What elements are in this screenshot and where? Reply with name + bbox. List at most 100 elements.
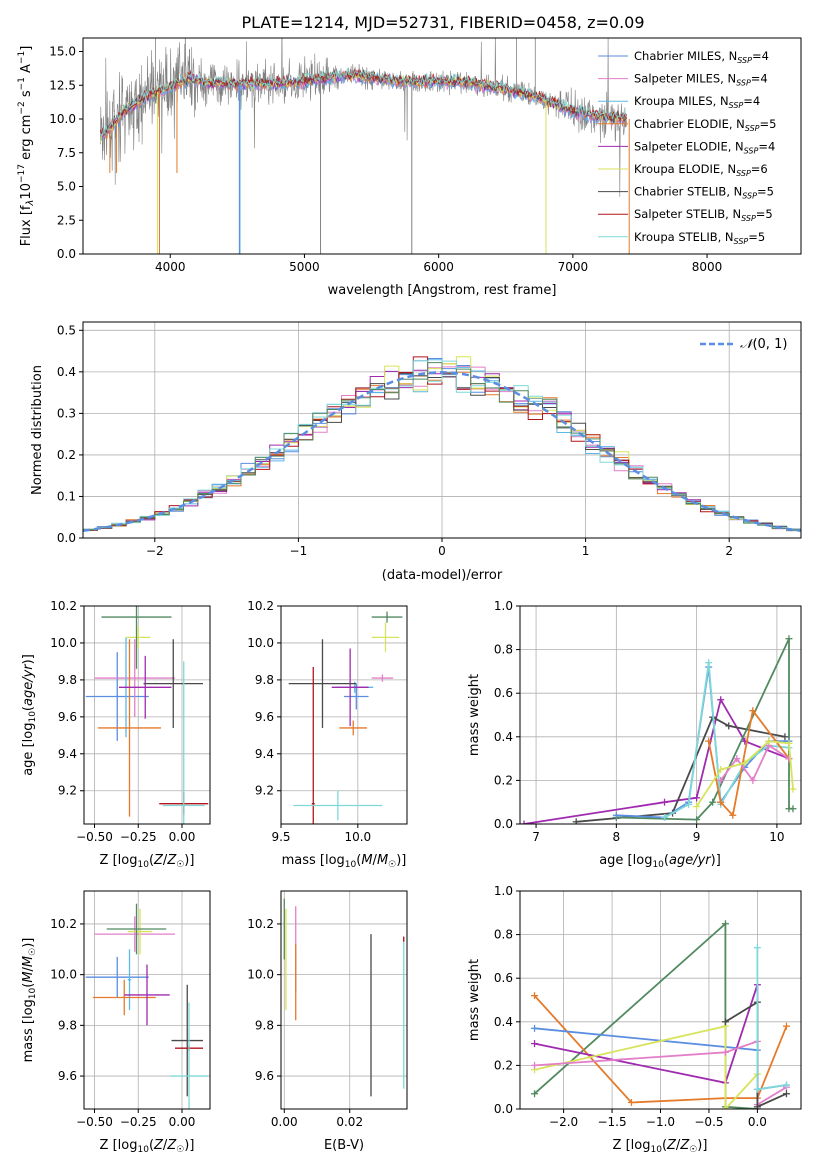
residuals-xlabel: (data-model)/error [382,568,503,583]
spectrum-ytick-label: 2.5 [57,213,76,227]
legend-label: Chabrier STELIB, NSSP=5 [634,185,774,201]
ebv-mass-ytick-label: 9.8 [255,1018,274,1032]
age-weight-ylabel: mass weight [467,674,482,756]
age-weight-xlabel: age [log10(age/yr)] [599,853,721,870]
residuals-ytick-label: 0.0 [57,531,76,545]
residuals-ylabel: Normed distribution [30,365,45,495]
z-weight-xlabel: Z [log10(Z/Z☉)] [613,1138,708,1155]
z-mass-xtick-label: −0.50 [76,1115,113,1129]
legend-label: Kroupa STELIB, NSSP=5 [634,230,765,246]
z-mass-xtick-label: 0.00 [169,1115,196,1129]
z-mass-xlabel: Z [log10(Z/Z☉)] [100,1138,195,1155]
residuals-panel: −2 −1 0 1 2 0.0 0.1 0.2 0.3 0.4 0.5 𝒩(0, 1) (data-… [30,321,802,583]
age-weight-ytick-label: 0.8 [494,643,513,657]
spectrum-ytick-label: 7.5 [57,146,76,160]
z-mass-ytick-label: 10.2 [50,917,77,931]
mass-age-ytick-label: 9.8 [255,673,274,687]
z-mass-frame [83,890,211,1110]
z-weight-ytick-label: 0.0 [494,1102,513,1116]
residuals-ytick-label: 0.3 [57,406,76,420]
legend-label: Salpeter STELIB, NSSP=5 [634,207,773,223]
mass-age-ytick-label: 10.2 [247,599,274,613]
mass-age-frame [280,605,408,825]
z-age-ylabel: age [log10(age/yr)] [21,654,38,776]
z-mass-ytick-label: 9.8 [58,1018,77,1032]
spectrum-ytick-label: 15.0 [49,45,76,59]
legend-label: Salpeter MILES, NSSP=4 [634,72,768,88]
z-age-ytick-label: 9.2 [58,784,77,798]
weight-line [695,740,794,808]
spectrum-ylabel: Flux [fλ10−17 erg cm−2 s−1 A−1] [17,46,36,247]
mass-age-panel: 9.5 10.0 9.2 9.4 9.6 9.8 10.0 10.2 mass [log10(… [247,599,408,870]
z-weight-xtick-label: −0.5 [694,1115,723,1129]
spectrum-xtick-label: 7000 [558,260,589,274]
age-weight-ytick-label: 0.2 [494,773,513,787]
mass-age-xlabel: mass [log10(M/M☉)] [282,853,407,870]
spectrum-model-line [99,69,627,136]
z-age-ytick-label: 9.4 [58,747,77,761]
z-mass-ytick-label: 10.0 [50,968,77,982]
z-weight-xtick-label: 0.0 [748,1115,767,1129]
weight-line [523,697,790,824]
z-age-xlabel: Z [log10(Z/Z☉)] [100,853,195,870]
age-weight-panel: 7 8 9 10 0.0 0.2 0.4 0.6 0.8 1.0 age [log10(age/y… [467,599,802,870]
z-mass-ytick-label: 9.6 [58,1069,77,1083]
ebv-mass-ytick-label: 9.6 [255,1069,274,1083]
legend-label: Kroupa MILES, NSSP=4 [634,94,760,110]
ebv-mass-ytick-label: 10.0 [247,968,274,982]
age-weight-xtick-label: 9 [693,830,701,844]
z-age-ytick-label: 9.8 [58,673,77,687]
ebv-mass-frame [280,890,408,1110]
z-age-xtick-label: −0.50 [76,830,113,844]
age-weight-ytick-label: 0.0 [494,817,513,831]
legend-label: Salpeter ELODIE, NSSP=4 [634,139,775,155]
spectrum-ytick-label: 5.0 [57,180,76,194]
weight-line [664,662,790,819]
legend-label: Chabrier MILES, NSSP=4 [634,49,769,65]
weight-line [576,715,786,823]
residuals-xtick-label: 2 [725,544,733,558]
ebv-mass-ytick-label: 10.2 [247,917,274,931]
spectrum-ytick-label: 10.0 [49,112,76,126]
spectrum-ytick-label: 0.0 [57,247,76,261]
spectrum-model-line [99,67,627,137]
z-weight-panel: −2.0 −1.5 −1.0 −0.5 0.0 0.0 0.2 0.4 0.6 0.8 1.0 Z … [467,884,802,1155]
residuals-ytick-label: 0.2 [57,448,76,462]
z-age-xtick-label: −0.25 [120,830,157,844]
spectrum-frame [82,37,802,255]
residuals-ytick-label: 0.4 [57,365,76,379]
z-mass-xtick-label: −0.25 [120,1115,157,1129]
weight-line [533,921,758,1109]
z-weight-ytick-label: 0.4 [494,1015,513,1029]
z-weight-ytick-label: 0.6 [494,971,513,985]
spectrum-legend: Chabrier MILES, NSSP=4 Salpeter MILES, NS… [598,49,776,246]
spectrum-xlabel: wavelength [Angstrom, rest frame] [328,283,557,298]
spectrum-xtick-label: 6000 [423,260,454,274]
residuals-xtick-label: 0 [438,544,446,558]
residual-histogram [83,362,801,531]
mass-age-xtick-label: 9.5 [271,830,290,844]
age-weight-ytick-label: 0.6 [494,686,513,700]
ebv-mass-xtick-label: 0.02 [336,1115,363,1129]
ebv-mass-xlabel: E(B-V) [324,1138,364,1153]
residuals-legend: 𝒩(0, 1) [700,337,787,352]
ebv-mass-panel: 0.00 0.02 9.6 9.8 10.0 10.2 E(B-V) [247,890,408,1153]
age-weight-xtick-label: 8 [613,830,621,844]
legend-label: Chabrier ELODIE, NSSP=5 [634,117,776,133]
z-weight-ylabel: mass weight [467,959,482,1041]
z-weight-ytick-label: 0.2 [494,1058,513,1072]
spectrum-ytick-label: 12.5 [49,78,76,92]
z-age-frame [83,605,211,825]
age-weight-xtick-label: 7 [532,830,540,844]
spectrum-xtick-label: 4000 [155,260,186,274]
spectrum-xtick-label: 5000 [289,260,320,274]
spectrum-panel: 4000 5000 6000 7000 8000 0.0 2.5 5.0 7.5 10.0 12.5… [17,37,802,298]
z-weight-ytick-label: 1.0 [494,884,513,898]
mass-age-ytick-label: 9.4 [255,747,274,761]
residuals-xtick-label: −2 [146,544,164,558]
weight-line [534,1025,759,1109]
residuals-xtick-label: 1 [582,544,590,558]
z-age-xtick-label: 0.00 [169,830,196,844]
residuals-ytick-label: 0.1 [57,489,76,503]
